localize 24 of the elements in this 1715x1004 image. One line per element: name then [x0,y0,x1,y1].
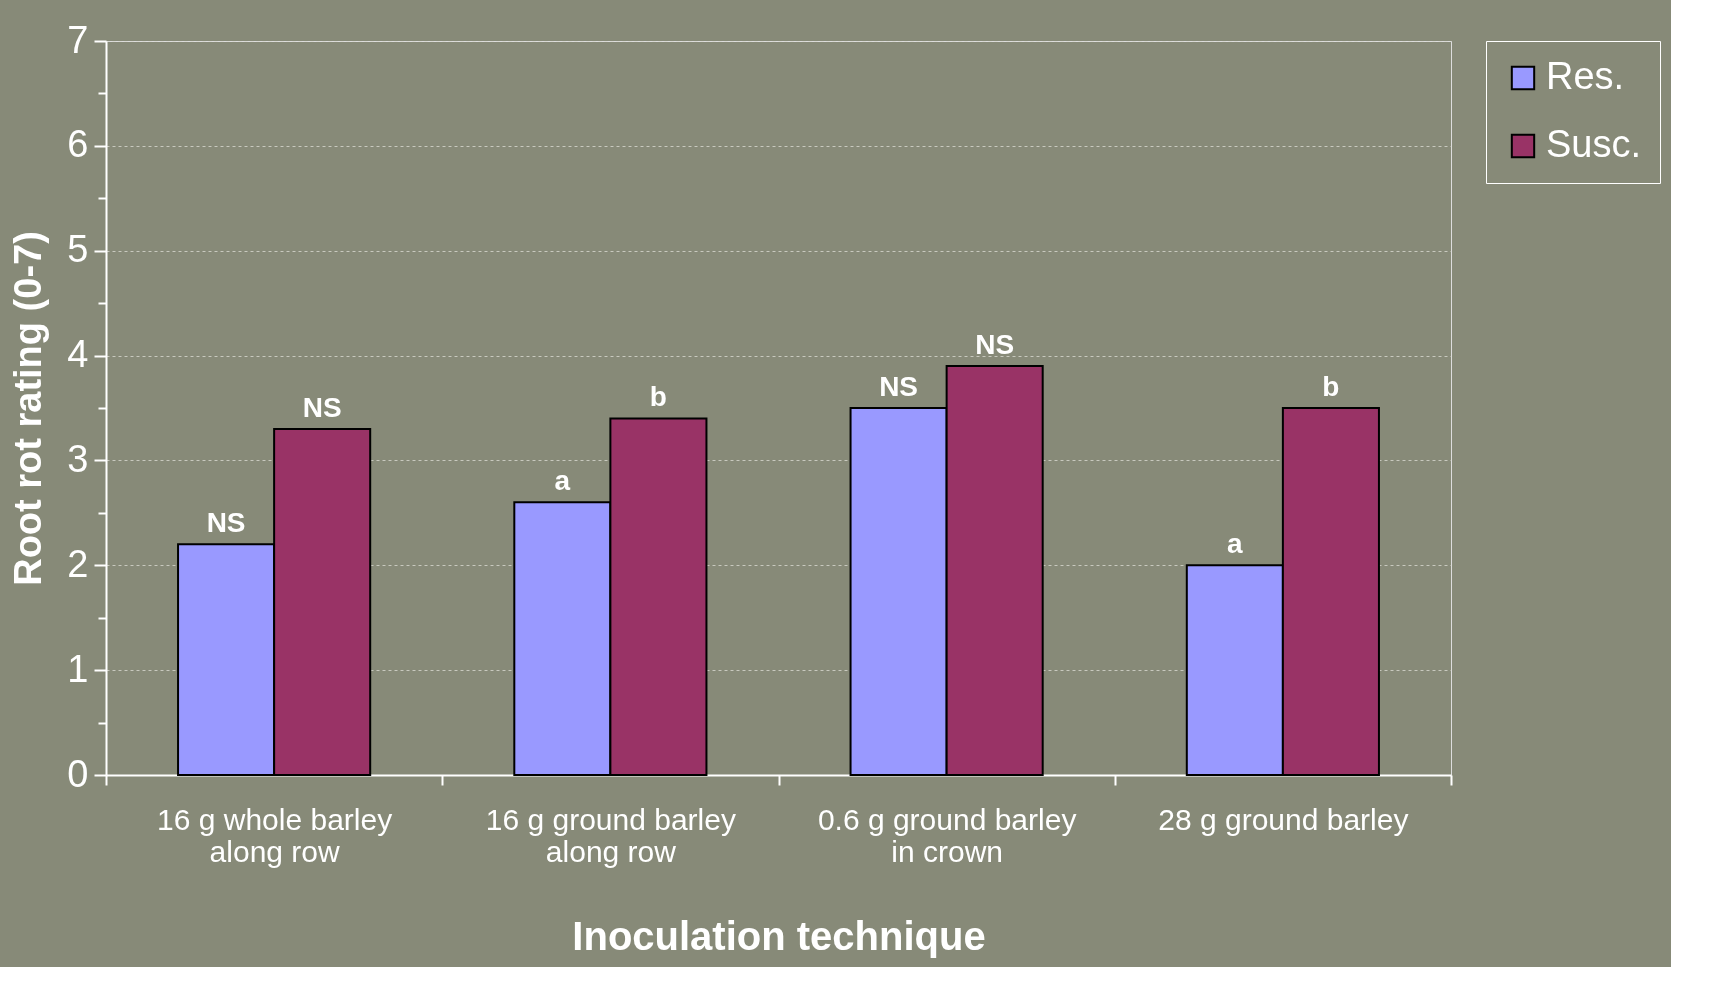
legend-label: Res. [1546,55,1625,97]
y-tick-label: 5 [67,228,89,271]
y-tick-label: 1 [67,647,89,690]
y-tick-label: 7 [67,18,89,61]
y-tick-label: 2 [67,542,89,585]
y-tick-label: 3 [67,437,89,480]
x-axis-title: Inoculation technique [572,913,986,958]
data-label: NS [206,507,246,539]
x-tick-label: 0.6 g ground barley in crown [817,802,1077,868]
y-tick-label: 0 [67,752,89,795]
x-tick-label: 16 g whole barley along row [157,802,393,868]
data-label: NS [975,329,1015,361]
data-label: NS [302,391,342,423]
data-label: NS [879,371,919,402]
y-axis-title: Root rot rating (0-7) [7,231,50,586]
data-label: b [649,381,667,413]
data-label: a [554,465,571,497]
y-tick-label: 6 [67,123,89,166]
y-tick-label: 4 [67,333,89,376]
x-tick-label: 16 g ground barley along row [485,802,736,868]
data-label: a [1227,528,1244,560]
x-tick-label: 28 g ground barley [1158,802,1409,836]
data-label: b [1322,371,1340,402]
legend-label: Susc. [1546,123,1642,165]
